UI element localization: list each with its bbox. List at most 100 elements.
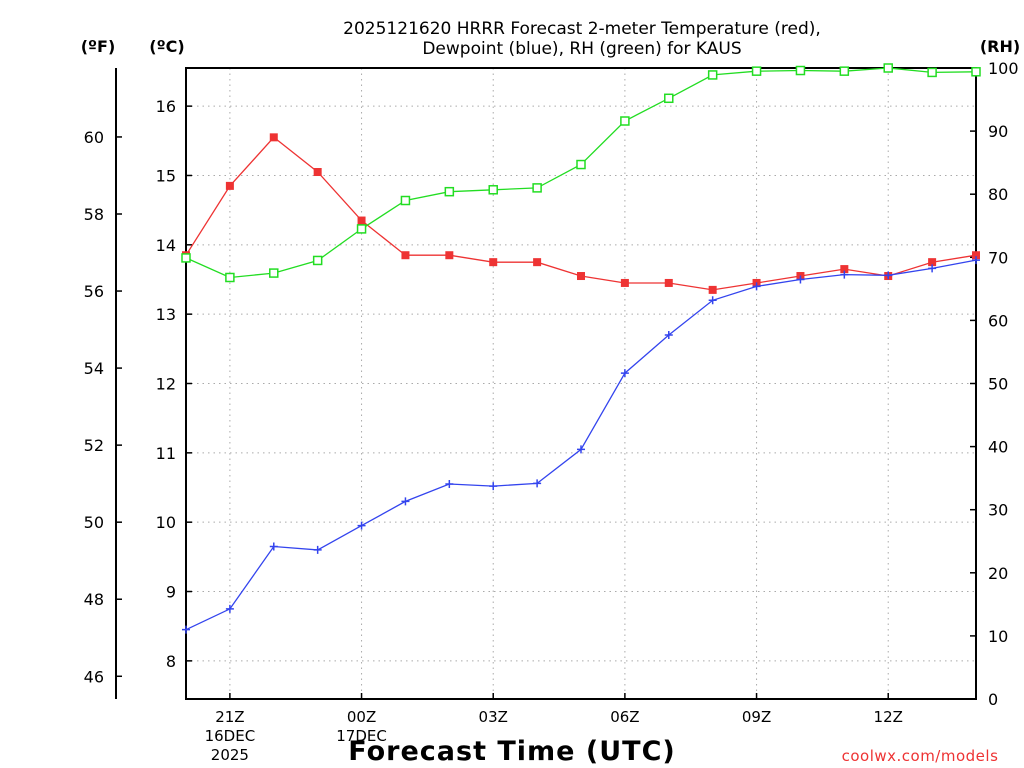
temperature-point [708, 285, 717, 294]
rh-point [795, 65, 806, 76]
celsius-tick-label: 9 [166, 583, 176, 602]
fahrenheit-tick-label: 60 [84, 128, 104, 147]
fahrenheit-tick-label: 54 [84, 359, 104, 378]
dewpoint-point [972, 256, 980, 265]
dewpoint-point [445, 480, 454, 489]
dewpoint-point [620, 369, 629, 378]
dewpoint-point [664, 330, 673, 339]
celsius-tick-label: 15 [156, 166, 176, 185]
dewpoint-point [840, 270, 849, 279]
dewpoint-point [928, 264, 937, 273]
dewpoint-point [796, 275, 805, 284]
rh-point [181, 253, 191, 263]
dewpoint-point [489, 482, 498, 491]
rh-point [707, 70, 718, 80]
rh-tick-label: 10 [988, 627, 1008, 646]
x-axis-label: Forecast Time (UTC) [348, 736, 675, 767]
dewpoint-point [401, 497, 410, 506]
celsius-tick-label: 16 [156, 97, 176, 116]
data-series [181, 63, 981, 634]
dewpoint-point [577, 445, 585, 454]
rh-point [839, 66, 850, 76]
temperature-point [269, 133, 278, 142]
x-tick-date-label: 16DEC [205, 727, 256, 745]
x-tick-label: 21Z [215, 708, 244, 726]
rh-tick-label: 60 [988, 311, 1008, 330]
dewpoint-point [708, 296, 717, 305]
rh-point [883, 63, 893, 73]
rh-point [751, 66, 762, 76]
rh-tick-label: 30 [988, 501, 1008, 520]
dewpoint-point [357, 521, 366, 530]
rh-point [576, 159, 586, 170]
dewpoint-point [269, 542, 278, 551]
x-tick-year-label: 2025 [211, 746, 249, 764]
temperature-point [313, 168, 322, 177]
rh-tick-label: 100 [988, 59, 1019, 78]
x-tick-date-label: 17DEC [336, 727, 387, 745]
rh-point [400, 195, 411, 206]
temperature-point [620, 278, 629, 287]
fahrenheit-unit-label: (ºF) [81, 37, 116, 56]
celsius-tick-label: 8 [166, 652, 176, 671]
chart-title-line2: Dewpoint (blue), RH (green) for KAUS [422, 39, 741, 59]
dewpoint-point [313, 545, 322, 554]
rh-point [620, 116, 630, 126]
x-tick-label: 12Z [874, 708, 903, 726]
grid-lines [186, 68, 976, 699]
rh-line [185, 67, 977, 279]
temperature-point [840, 265, 849, 274]
temperature-point [357, 216, 366, 225]
rh-tick-label: 40 [988, 438, 1008, 457]
x-tick-label: 09Z [742, 708, 771, 726]
rh-tick-label: 50 [988, 375, 1008, 394]
rh-tick-label: 80 [988, 185, 1008, 204]
dewpoint-point [225, 604, 234, 613]
x-tick-label: 00Z [347, 708, 376, 726]
temperature-point [533, 258, 542, 267]
temperature-point [928, 258, 937, 267]
fahrenheit-tick-label: 48 [84, 590, 104, 609]
rh-point [312, 255, 323, 266]
celsius-tick-label: 13 [156, 305, 176, 324]
rh-point [488, 185, 498, 195]
fahrenheit-tick-label: 50 [84, 513, 104, 532]
celsius-tick-label: 12 [156, 375, 176, 394]
temperature-point [445, 251, 454, 260]
fahrenheit-tick-label: 52 [84, 436, 104, 455]
rh-point [927, 67, 937, 78]
rh-point [356, 224, 367, 234]
credit-label: coolwx.com/models [842, 747, 999, 765]
rh-point [971, 67, 981, 77]
celsius-unit-label: (ºC) [149, 37, 184, 56]
temperature-point [664, 278, 673, 287]
rh-tick-label: 0 [988, 690, 998, 709]
temperature-point [972, 251, 980, 260]
rh-tick-label: 90 [988, 122, 1008, 141]
dewpoint-point [884, 271, 893, 280]
dewpoint-point [533, 479, 542, 488]
rh-point [225, 272, 235, 283]
celsius-tick-label: 11 [156, 444, 176, 463]
rh-tick-label: 20 [988, 564, 1008, 583]
chart-title-line1: 2025121620 HRRR Forecast 2-meter Tempera… [343, 19, 821, 39]
celsius-tick-label: 14 [156, 236, 176, 255]
rh-unit-label: (RH) [980, 37, 1020, 56]
rh-point [664, 93, 674, 104]
temperature-point [225, 181, 234, 190]
temperature-point [577, 272, 585, 281]
dewpoint-line [185, 259, 977, 631]
rh-point [532, 183, 542, 193]
dewpoint-point [752, 282, 761, 291]
rh-point [269, 268, 279, 278]
fahrenheit-tick-label: 56 [84, 282, 104, 301]
dewpoint-point [182, 625, 190, 634]
celsius-tick-label: 10 [156, 513, 176, 532]
rh-point [444, 186, 455, 197]
temperature-point [401, 251, 410, 260]
temperature-point [489, 258, 498, 267]
x-tick-label: 06Z [610, 708, 639, 726]
fahrenheit-tick-label: 46 [84, 667, 104, 686]
